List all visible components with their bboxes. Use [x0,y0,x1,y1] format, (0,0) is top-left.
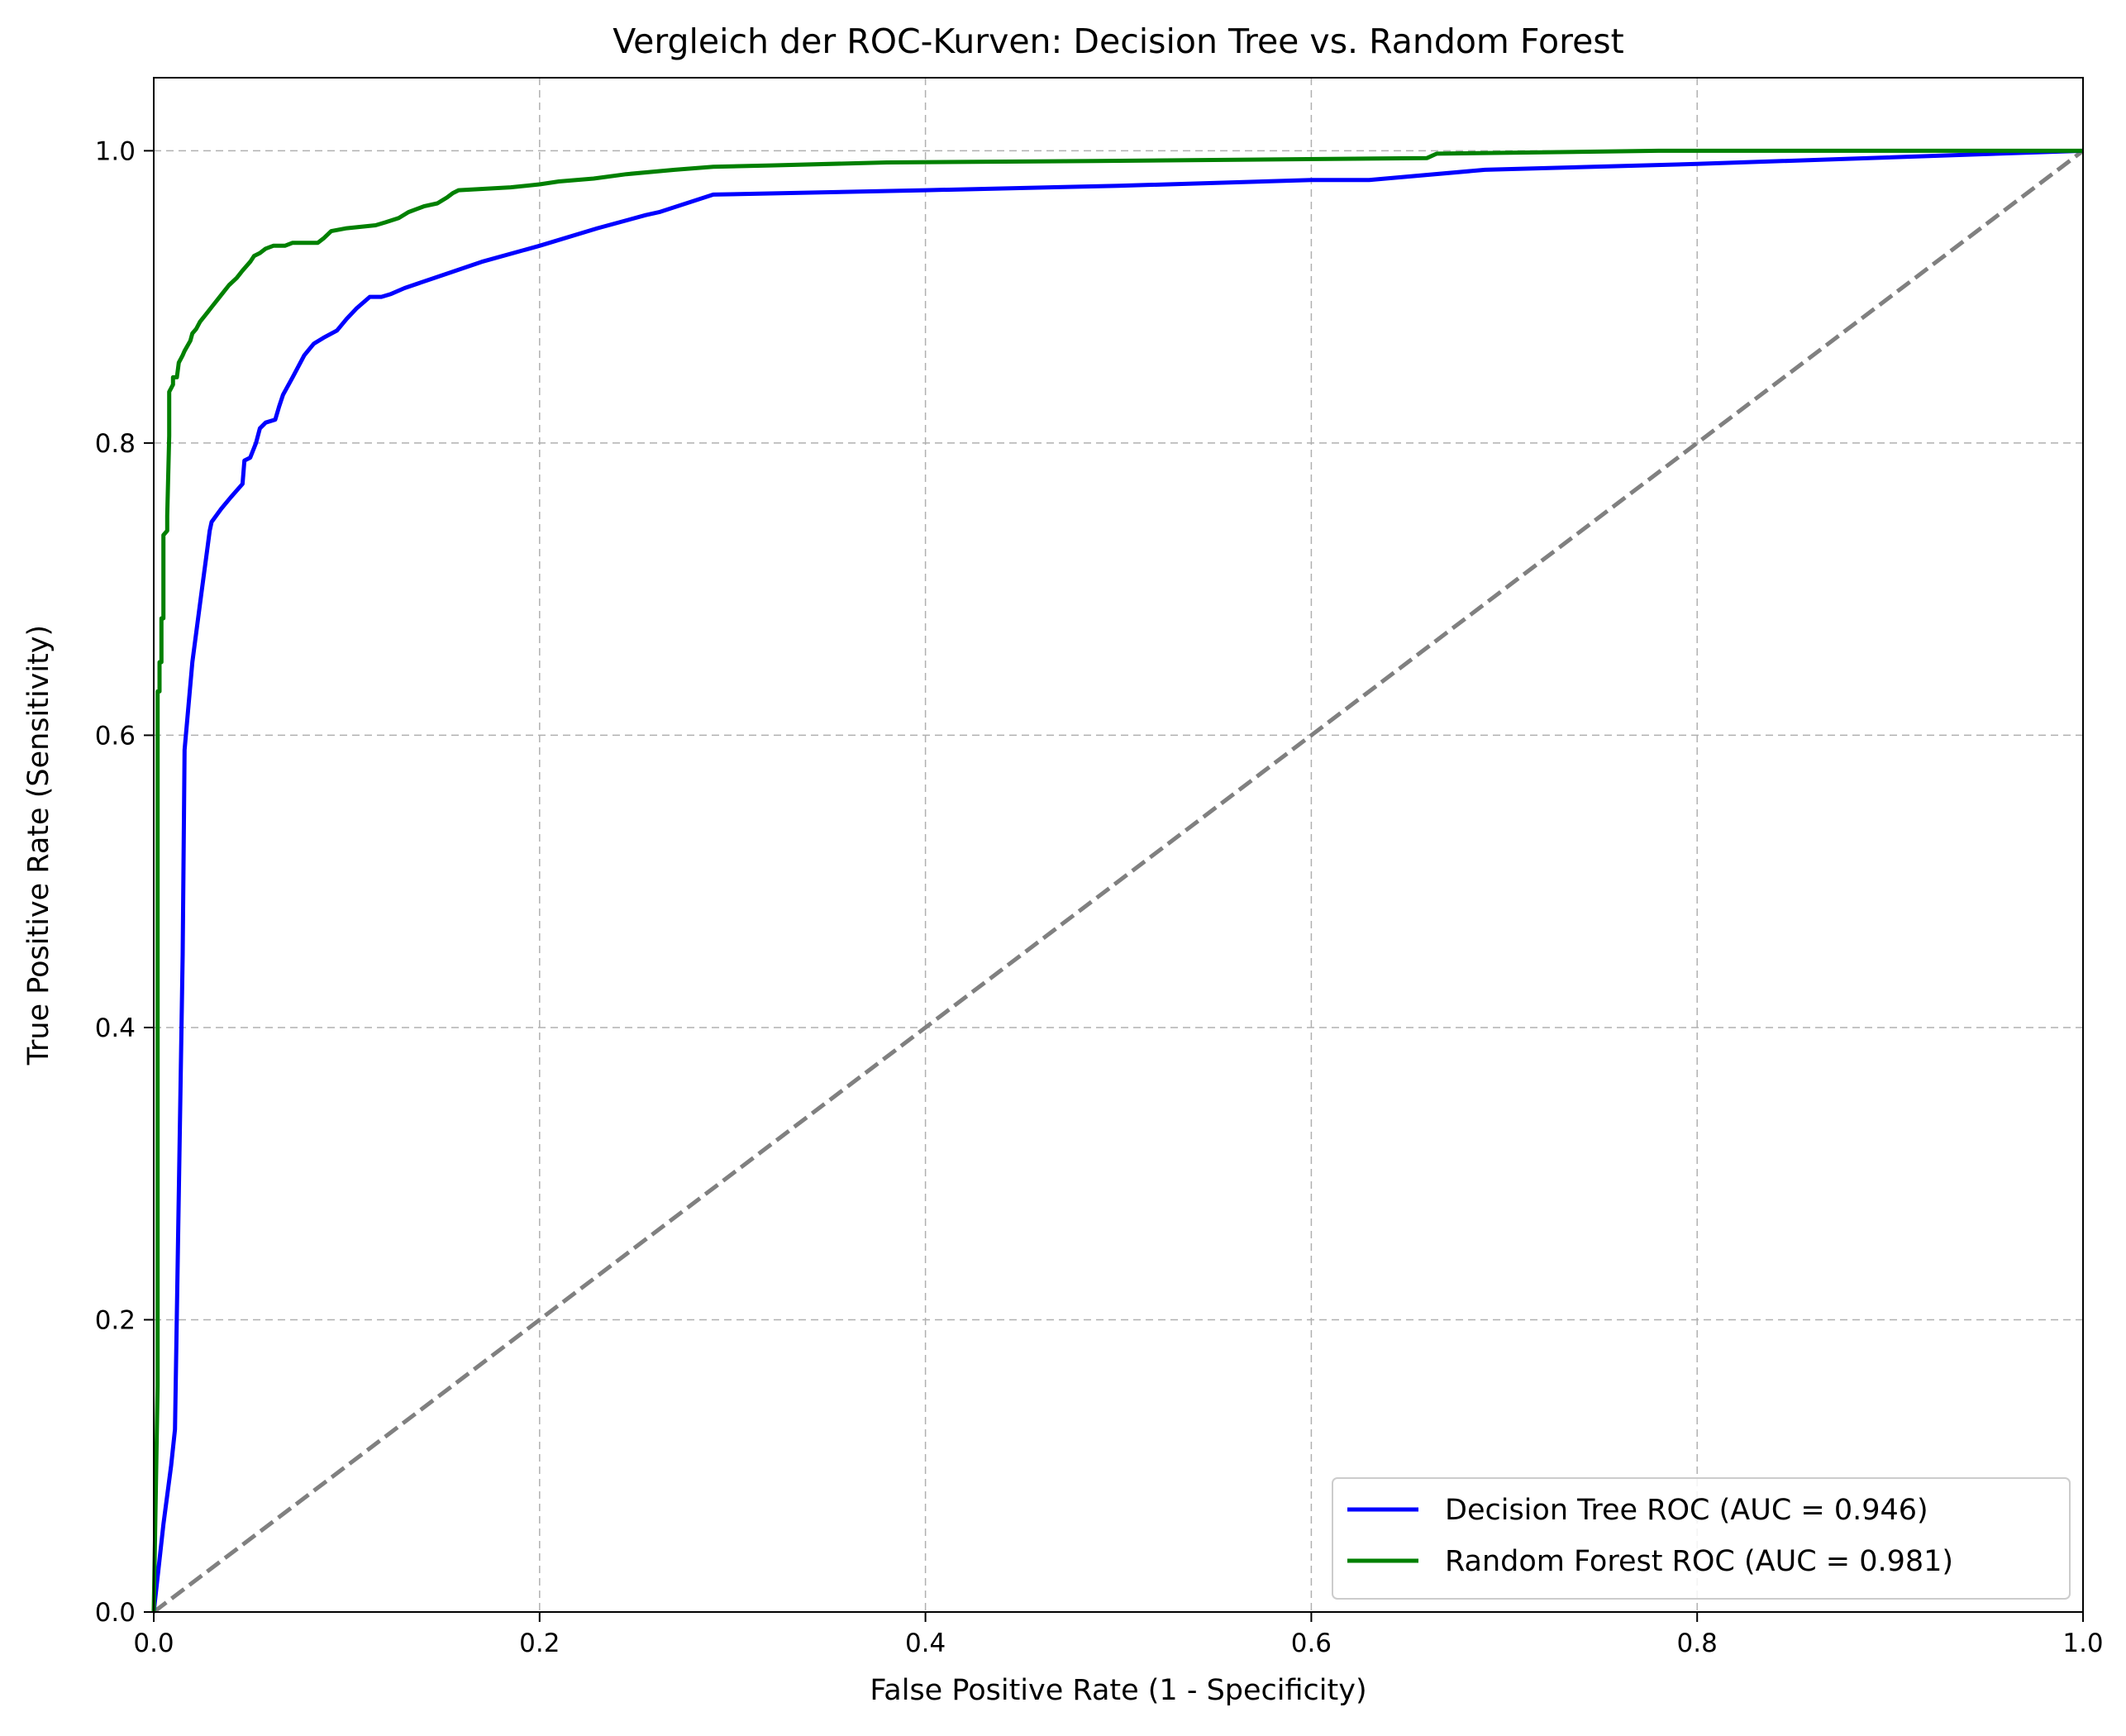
random-forest-roc-line [151,148,2083,1613]
legend-label-decision-tree: Decision Tree ROC (AUC = 0.946) [1445,1494,1928,1527]
y-tick-label: 0.4 [95,1013,136,1043]
y-axis-label: True Positive Rate (Sensitivity) [22,625,55,1066]
y-tick-label: 0.0 [95,1598,136,1628]
x-axis-label: False Positive Rate (1 - Specificity) [870,1674,1366,1707]
axis-ticks: 0.0 0.2 0.4 0.6 0.8 1.0 0.0 0.2 0.4 0.6 0.8 1.0 [95,136,2104,1658]
legend-box [1332,1477,2071,1600]
x-tick-label: 0.2 [519,1629,560,1658]
x-tick-label: 1.0 [2062,1629,2103,1658]
legend: Decision Tree ROC (AUC = 0.946) Random F… [1332,1477,2071,1600]
y-tick-label: 1.0 [95,136,136,166]
chart-title: Vergleich der ROC-Kurven: Decision Tree … [613,21,1623,61]
y-tick-label: 0.6 [95,721,136,751]
decision-tree-roc-line [151,148,2084,1613]
y-tick-label: 0.8 [95,429,136,459]
chance-diagonal-line [152,149,2085,1614]
legend-label-random-forest: Random Forest ROC (AUC = 0.981) [1445,1545,1953,1578]
x-tick-label: 0.8 [1677,1629,1718,1658]
series-lines [151,148,2085,1614]
x-tick-label: 0.0 [133,1629,174,1658]
y-tick-label: 0.2 [95,1305,136,1335]
x-tick-label: 0.4 [905,1629,946,1658]
grid [154,78,2083,1612]
x-tick-label: 0.6 [1291,1629,1332,1658]
plot-frame [153,77,2084,1613]
